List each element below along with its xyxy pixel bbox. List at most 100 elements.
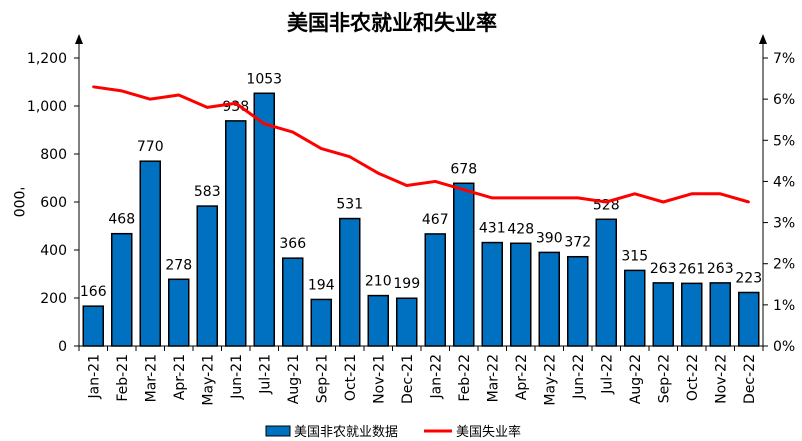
bar-data-label: 770 [137,139,164,155]
left-tick-label: 0 [58,339,67,355]
right-axis: 0% 1% 2% 3% 4% 5% 6% 7% [759,34,795,355]
x-tick-label: Jul-21 [257,354,273,395]
bar [139,160,161,347]
bar [339,217,361,347]
x-tick-label: Nov-22 [713,354,729,404]
x-tick-label: Sep-21 [314,354,330,403]
bar [538,251,560,347]
bar-data-label: 390 [536,230,563,246]
bar-data-label: 1053 [246,71,282,87]
bar-data-label: 366 [279,236,306,252]
line-point [719,192,722,195]
line-point [120,89,123,93]
right-axis-arrow [759,34,767,44]
bar-data-label: 678 [450,161,477,177]
legend-line-label: 美国失业率 [456,424,521,440]
bar [168,278,190,347]
bar [709,282,731,347]
bar-data-label: 278 [165,257,192,273]
bar-data-label: 263 [707,261,734,277]
line-point [291,130,294,134]
bar [595,218,617,347]
line-point [377,172,380,175]
bar-data-label: 166 [80,284,107,300]
bar-data-label: 261 [678,261,705,277]
line-point [690,192,693,195]
bar-data-label: 223 [735,270,762,286]
bar [225,120,247,347]
left-axis-arrow [75,34,83,44]
bar [196,205,218,347]
line-point [491,196,494,200]
bar [310,298,332,347]
x-tick-label: Dec-22 [742,354,758,404]
x-tick-label: Oct-22 [685,354,701,401]
bar [367,294,389,347]
line-point [206,106,209,109]
line-point [462,188,465,191]
bar-data-label: 194 [308,277,335,293]
x-tick-label: Sep-22 [656,354,672,403]
right-tick-label: 2% [773,257,795,273]
bar [282,257,304,347]
bar-data-labels: 166 468 770 278 583 938 1053 366 194 531 210 199 467… [80,71,762,300]
line-point [320,147,323,150]
bar-data-label: 468 [108,212,135,228]
bar [652,282,674,347]
x-tick-label: Jun-21 [229,354,245,400]
line-series [92,85,750,204]
right-tick-label: 1% [773,298,795,314]
right-tick-label: 0% [773,339,795,355]
right-tick-label: 4% [773,174,795,190]
bar-data-label: 431 [479,221,506,237]
legend-bar-swatch [265,425,291,437]
bar [681,282,703,347]
x-tick-label: Aug-22 [628,354,644,404]
bar [453,182,475,347]
x-axis: Jan-21 Feb-21 Mar-21 Apr-21 May-21 Jun-21 Jul-… [78,345,764,406]
bar-data-label: 315 [621,248,648,264]
bar-data-label: 467 [422,212,449,228]
x-tick-label: Jul-22 [599,354,615,395]
bar [567,255,589,347]
x-tick-label: Feb-21 [115,354,131,402]
line-point [405,184,408,187]
bar [111,232,133,347]
left-tick-label: 400 [40,243,67,259]
line-point [92,85,95,89]
bar-data-label: 210 [365,274,392,290]
chart-title: 美国非农就业和失业率 [287,11,497,35]
left-tick-label: 200 [40,291,67,307]
line-point [263,122,266,126]
x-tick-label: Mar-21 [143,354,159,402]
x-tick-label: Jun-22 [571,354,587,400]
x-tick-label: Oct-21 [343,354,359,401]
line-point [633,192,636,195]
bar-data-label: 428 [507,221,534,237]
bar [510,242,532,347]
bar-data-label: 583 [194,184,221,200]
x-tick-label: May-21 [200,354,216,406]
y-axis-label: '000 [10,187,26,218]
line-point [234,102,237,105]
bar [253,92,275,347]
x-tick-label: Mar-22 [485,354,501,402]
line-point [605,200,608,204]
left-tick-label: 1,200 [27,51,67,67]
line-point [434,180,437,183]
unemployment-line [93,85,750,204]
bar [624,269,646,347]
x-tick-label: Jan-21 [86,354,102,399]
right-tick-label: 6% [773,92,795,108]
right-tick-label: 3% [773,216,795,232]
line-point [519,196,522,200]
line-point [662,200,665,204]
left-tick-label: 1,000 [27,99,67,115]
x-tick-label: Dec-21 [400,354,416,404]
bar-data-label: 372 [564,235,591,251]
line-point [149,97,152,101]
legend: 美国非农就业数据 美国失业率 [265,424,521,440]
bar [424,233,446,347]
bar [738,291,760,347]
bar-data-label: 263 [650,261,677,277]
